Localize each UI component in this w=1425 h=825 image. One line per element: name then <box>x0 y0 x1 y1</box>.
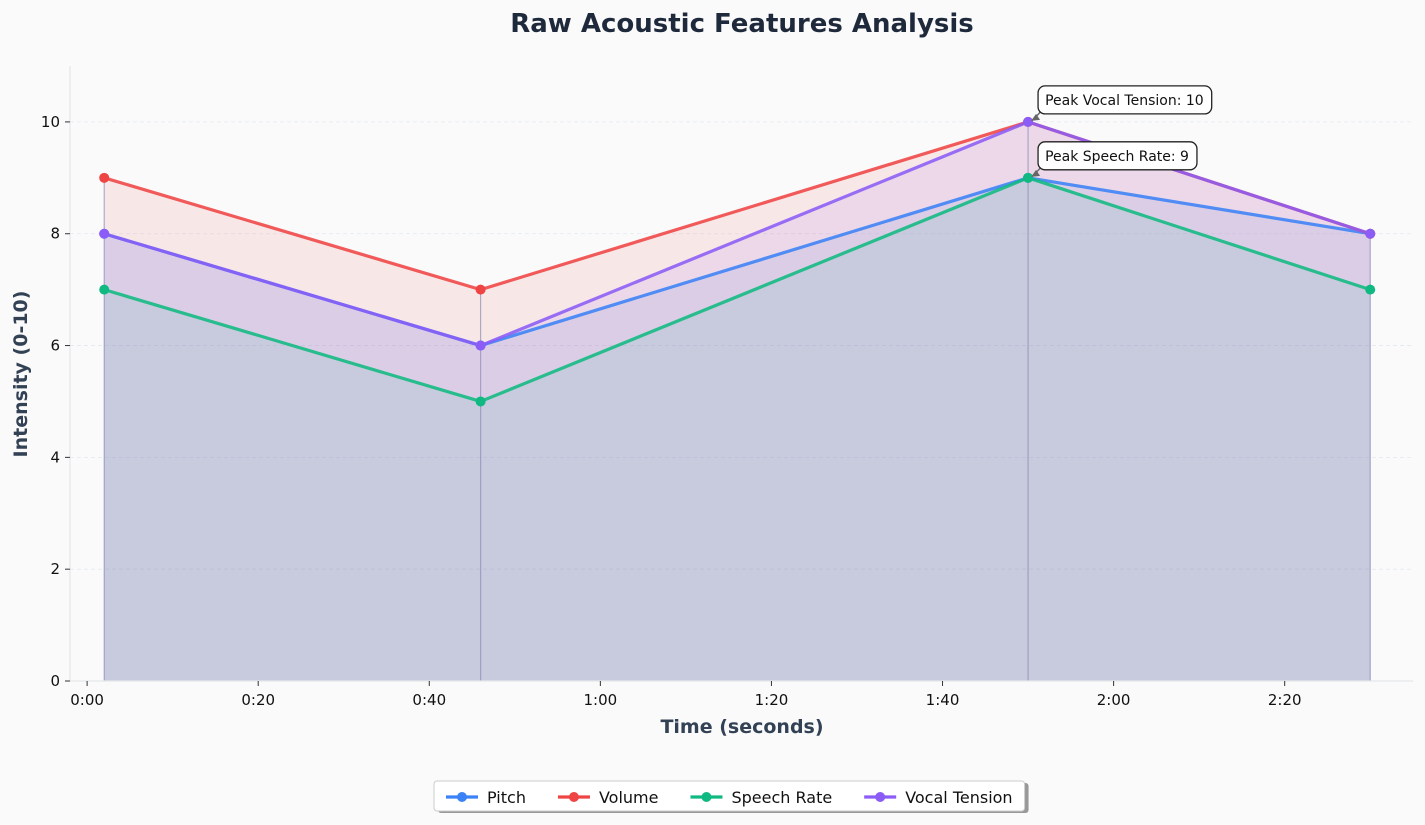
annotation-box-1 <box>1037 141 1198 171</box>
y-tick-label-2: 4 <box>50 448 60 466</box>
area-3 <box>104 121 1371 682</box>
data-point-3-3 <box>1365 228 1376 239</box>
y-tick-label-5: 10 <box>41 113 60 131</box>
annotation-box-0 <box>1037 85 1213 115</box>
data-point-2-3 <box>1365 284 1376 295</box>
legend-label-1: Volume <box>599 788 659 807</box>
data-point-2-2 <box>1023 172 1034 183</box>
data-point-3-0 <box>99 228 110 239</box>
legend-marker-1 <box>568 792 579 802</box>
legend-label-2: Speech Rate <box>731 788 832 807</box>
x-tick-label-0: 0:00 <box>70 691 104 709</box>
series-points <box>99 116 1376 407</box>
data-point-2-0 <box>99 284 110 295</box>
x-axis-label: Time (seconds) <box>660 716 823 738</box>
chart-title: Raw Acoustic Features Analysis <box>510 9 974 39</box>
area-2 <box>104 177 1371 681</box>
x-tick-label-7: 2:20 <box>1268 691 1302 709</box>
vertical-guides <box>103 121 1371 681</box>
area-1 <box>104 121 1371 682</box>
data-point-1-1 <box>475 284 486 295</box>
legend-box: Pitch Volume Speech Rate Vocal Tension <box>433 780 1029 813</box>
data-point-2-1 <box>475 396 486 407</box>
legend-label-0: Pitch <box>487 788 526 807</box>
series-line-2 <box>103 176 1371 404</box>
series-line-3 <box>103 120 1371 348</box>
x-tick-label-4: 1:20 <box>755 691 789 709</box>
x-tick-label-5: 1:40 <box>926 691 960 709</box>
data-point-3-2 <box>1023 116 1034 127</box>
x-tick-label-1: 0:20 <box>241 691 275 709</box>
area-fills <box>104 121 1371 682</box>
annotations: Peak Vocal Tension: 10 Peak Speech Rate: … <box>1031 85 1213 177</box>
data-point-3-1 <box>475 340 486 351</box>
y-tick-label-3: 6 <box>50 337 60 355</box>
legend-marker-3 <box>875 792 886 802</box>
y-tick-label-4: 8 <box>50 225 60 243</box>
x-ticks: 0:00 0:20 0:40 1:00 1:20 1:40 2:00 2:20 <box>70 681 1302 709</box>
x-tick-label-6: 2:00 <box>1097 691 1131 709</box>
series-lines <box>103 120 1371 404</box>
x-tick-label-3: 1:00 <box>584 691 618 709</box>
annotation-arrowhead-0 <box>1031 113 1041 121</box>
area-0 <box>104 177 1371 681</box>
legend-marker-2 <box>701 792 712 802</box>
legend-marker-0 <box>457 792 467 802</box>
annotation-text-0: Peak Vocal Tension: 10 <box>1045 93 1204 109</box>
legend-frame <box>433 780 1026 812</box>
y-ticks: 0 2 4 6 8 10 <box>41 113 70 690</box>
annotation-arrowhead-1 <box>1031 169 1041 177</box>
y-axis-label: Intensity (0-10) <box>10 291 32 458</box>
y-tick-label-0: 0 <box>50 672 60 690</box>
legend-label-3: Vocal Tension <box>905 788 1012 807</box>
legend: Pitch Volume Speech Rate Vocal Tension <box>433 780 1029 813</box>
x-tick-label-2: 0:40 <box>412 691 446 709</box>
annotation-text-1: Peak Speech Rate: 9 <box>1045 149 1189 165</box>
data-point-1-0 <box>99 172 110 183</box>
y-tick-label-1: 2 <box>50 560 60 578</box>
